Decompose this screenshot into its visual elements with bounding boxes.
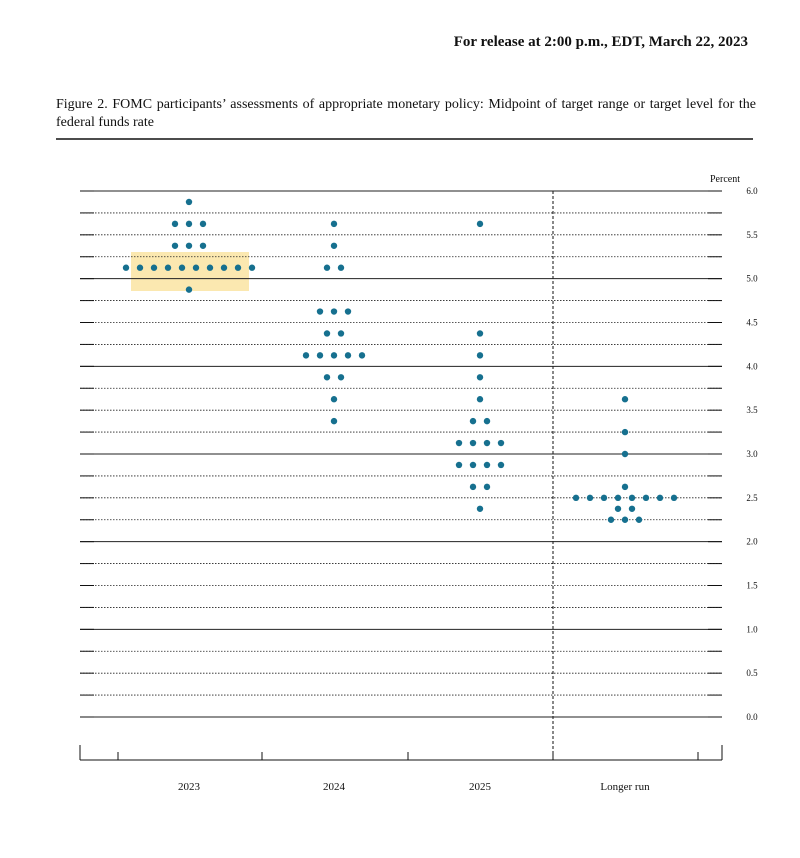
dot xyxy=(642,494,650,502)
dot xyxy=(476,220,484,228)
y-tick-label: 6.0 xyxy=(746,186,758,196)
dot xyxy=(185,286,193,293)
dot xyxy=(192,264,200,271)
dot xyxy=(621,450,629,458)
dot xyxy=(469,439,477,447)
y-axis-label: Percent xyxy=(710,174,740,185)
dot xyxy=(150,264,158,271)
y-tick-label: 2.5 xyxy=(746,493,758,503)
y-tick-label: 3.0 xyxy=(746,449,758,459)
dot xyxy=(483,417,491,425)
dot xyxy=(171,220,179,228)
dot xyxy=(199,220,207,228)
dot xyxy=(483,461,491,469)
dot xyxy=(234,264,242,271)
dot xyxy=(614,505,622,512)
dot xyxy=(171,242,179,249)
x-tick-label: Longer run xyxy=(600,781,650,793)
dot xyxy=(483,439,491,447)
dot xyxy=(248,264,256,271)
dot xyxy=(302,352,310,359)
dot xyxy=(316,352,324,359)
dot xyxy=(323,264,331,271)
dot xyxy=(337,264,345,271)
dot xyxy=(635,516,643,523)
dot xyxy=(185,220,193,228)
dot xyxy=(469,461,477,469)
dot xyxy=(497,461,505,469)
dot xyxy=(330,396,338,403)
dot xyxy=(199,242,207,249)
dot xyxy=(330,417,338,425)
dot xyxy=(164,264,172,271)
x-axis-ticks xyxy=(79,745,723,760)
dot xyxy=(476,330,484,337)
dot xyxy=(337,374,345,381)
dot xyxy=(621,396,629,403)
dot xyxy=(497,439,505,447)
dot xyxy=(656,494,664,502)
x-tick-label: 2023 xyxy=(178,781,201,793)
highlight-box xyxy=(131,252,249,291)
dot xyxy=(455,461,463,469)
dot xyxy=(323,374,331,381)
dot xyxy=(621,483,629,491)
y-tick-label: 2.0 xyxy=(746,537,758,547)
dot xyxy=(476,505,484,512)
y-tick-label: 5.0 xyxy=(746,274,758,284)
dot xyxy=(621,516,629,523)
dot xyxy=(483,483,491,491)
dot xyxy=(206,264,214,271)
dot xyxy=(122,264,130,271)
dot xyxy=(572,494,580,502)
dot xyxy=(586,494,594,502)
dot xyxy=(330,242,338,249)
dot xyxy=(600,494,608,502)
dot xyxy=(330,352,338,359)
dot xyxy=(621,428,629,436)
dot xyxy=(614,494,622,502)
dot xyxy=(136,264,144,271)
chart-title: Figure 2. FOMC participants’ assessments… xyxy=(56,97,756,130)
dot xyxy=(476,374,484,381)
dot xyxy=(185,242,193,249)
dot xyxy=(628,494,636,502)
x-tick-label: 2024 xyxy=(323,781,346,793)
dot xyxy=(323,330,331,337)
release-header: For release at 2:00 p.m., EDT, March 22,… xyxy=(454,34,748,50)
dot xyxy=(330,220,338,228)
y-tick-label: 1.5 xyxy=(746,581,758,591)
title-box: Figure 2. FOMC participants’ assessments… xyxy=(56,97,756,130)
dot xyxy=(220,264,228,271)
dot xyxy=(344,308,352,315)
dot xyxy=(469,417,477,425)
dot xyxy=(469,483,477,491)
y-tick-label: 0.0 xyxy=(746,712,758,722)
dot xyxy=(330,308,338,315)
dot xyxy=(670,494,678,502)
dot xyxy=(628,505,636,512)
y-tick-label: 5.5 xyxy=(746,230,758,240)
dot xyxy=(337,330,345,337)
y-tick-label: 1.0 xyxy=(746,624,758,634)
y-tick-label: 4.0 xyxy=(746,361,758,371)
x-tick-label: 2025 xyxy=(469,781,492,793)
dot xyxy=(607,516,615,523)
y-tick-label: 0.5 xyxy=(746,668,758,678)
dot xyxy=(185,198,193,206)
y-tick-label: 4.5 xyxy=(746,318,758,328)
dot xyxy=(344,352,352,359)
dot xyxy=(358,352,366,359)
dot xyxy=(178,264,186,271)
dot xyxy=(476,352,484,359)
dot xyxy=(455,439,463,447)
y-tick-label: 3.5 xyxy=(746,405,758,415)
dot xyxy=(476,396,484,403)
dot xyxy=(316,308,324,315)
